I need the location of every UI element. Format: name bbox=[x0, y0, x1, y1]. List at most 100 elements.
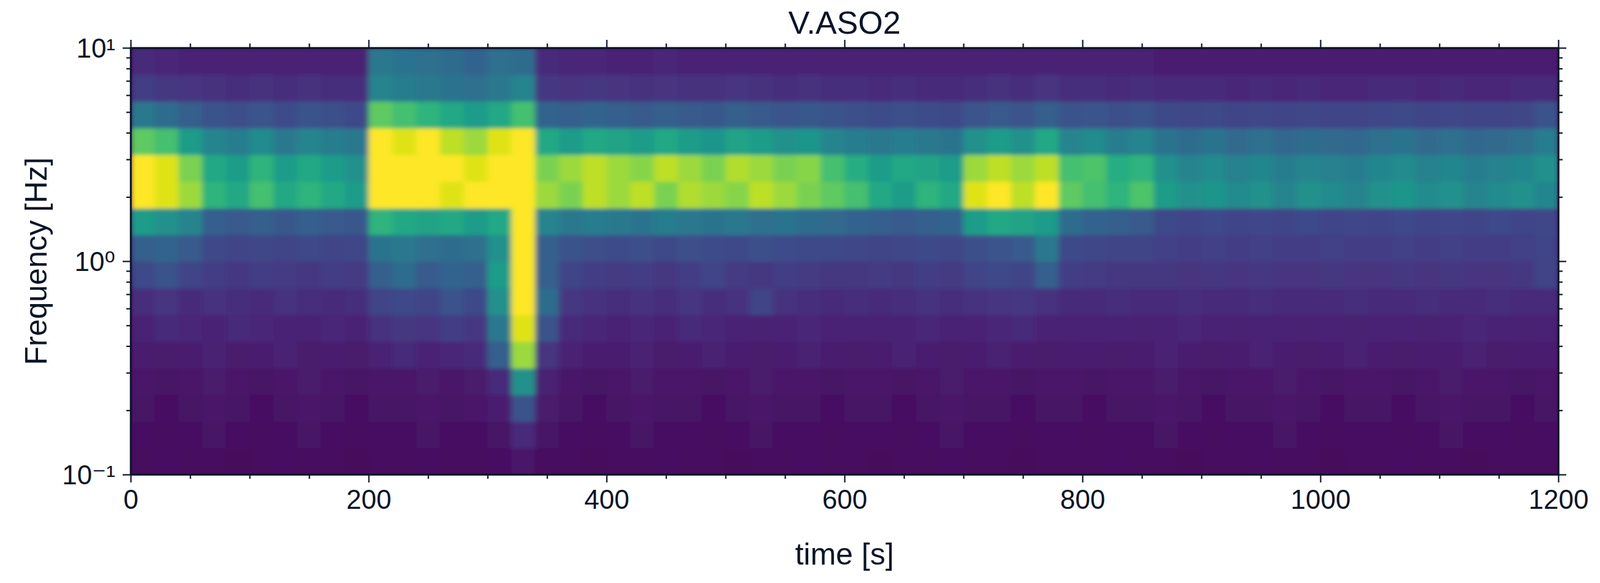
tick bbox=[1260, 43, 1262, 48]
cell bbox=[844, 314, 869, 342]
cell bbox=[1534, 180, 1559, 208]
cell bbox=[844, 421, 869, 449]
cell bbox=[773, 261, 798, 289]
cell bbox=[1320, 101, 1345, 129]
cell bbox=[463, 234, 489, 262]
cell bbox=[1249, 101, 1274, 129]
cell bbox=[606, 261, 632, 289]
tick-mark bbox=[665, 43, 667, 48]
cell bbox=[844, 74, 869, 102]
cell bbox=[1368, 74, 1393, 102]
tick-mark bbox=[784, 474, 786, 479]
tick-mark bbox=[308, 43, 310, 48]
cell bbox=[1225, 154, 1250, 182]
cell bbox=[1391, 74, 1417, 102]
cell bbox=[915, 287, 941, 316]
cell bbox=[297, 47, 322, 76]
cell bbox=[1439, 234, 1464, 262]
cell bbox=[820, 261, 846, 289]
cell bbox=[416, 287, 441, 316]
y-axis-title: Frequency [Hz] bbox=[19, 156, 54, 365]
cell bbox=[1510, 154, 1535, 182]
cell bbox=[892, 154, 917, 182]
cell bbox=[1272, 421, 1298, 449]
cell bbox=[535, 261, 560, 289]
cell bbox=[1439, 154, 1464, 182]
cell bbox=[297, 314, 322, 342]
cell bbox=[225, 234, 251, 262]
cell bbox=[320, 340, 346, 369]
cell bbox=[1439, 367, 1464, 396]
cell bbox=[1487, 314, 1512, 342]
tick bbox=[1558, 410, 1563, 411]
cell bbox=[773, 154, 798, 182]
tick-mark bbox=[1558, 196, 1563, 199]
tick bbox=[1558, 39, 1559, 48]
cell bbox=[1344, 394, 1369, 422]
cell bbox=[892, 74, 917, 102]
cell bbox=[820, 314, 846, 342]
cell bbox=[392, 261, 418, 289]
cell bbox=[606, 234, 632, 262]
cell bbox=[820, 207, 846, 236]
tick-mark bbox=[248, 474, 251, 479]
cell bbox=[178, 180, 203, 208]
cell bbox=[701, 47, 727, 76]
tick-label: 200 bbox=[346, 484, 392, 515]
tick-mark bbox=[1558, 474, 1567, 476]
cell bbox=[915, 207, 941, 236]
cell bbox=[1320, 261, 1345, 289]
cell bbox=[487, 287, 513, 316]
cell bbox=[1034, 394, 1060, 422]
cell bbox=[1344, 101, 1369, 129]
tick-mark bbox=[486, 474, 489, 479]
cell bbox=[320, 314, 346, 342]
cell bbox=[273, 47, 299, 76]
cell bbox=[439, 340, 465, 369]
cell bbox=[273, 101, 299, 129]
cell bbox=[1463, 234, 1488, 262]
tick-mark bbox=[126, 57, 131, 59]
cell bbox=[558, 367, 584, 396]
cell bbox=[725, 234, 751, 262]
cell bbox=[1391, 180, 1417, 208]
cell bbox=[1439, 127, 1464, 156]
cell bbox=[844, 154, 869, 182]
cell bbox=[297, 261, 322, 289]
cell bbox=[320, 47, 346, 76]
tick bbox=[1201, 474, 1202, 479]
cell bbox=[677, 127, 703, 156]
cell bbox=[1082, 261, 1107, 289]
cell bbox=[1368, 314, 1393, 342]
cell bbox=[1439, 314, 1464, 342]
cell bbox=[868, 127, 893, 156]
cell bbox=[392, 74, 418, 102]
cell bbox=[844, 287, 869, 316]
cell bbox=[1344, 314, 1369, 342]
cell bbox=[1272, 101, 1298, 129]
cell bbox=[130, 127, 156, 156]
cell bbox=[1034, 234, 1060, 262]
cell bbox=[1082, 447, 1107, 475]
tick bbox=[1558, 325, 1563, 327]
cell bbox=[392, 287, 418, 316]
cell bbox=[416, 47, 441, 76]
cell bbox=[1201, 314, 1226, 342]
x-axis-title: time [s] bbox=[794, 537, 894, 572]
cell bbox=[1153, 421, 1179, 449]
cell bbox=[463, 314, 489, 342]
cell bbox=[939, 314, 965, 342]
cell bbox=[392, 340, 418, 369]
cell bbox=[249, 394, 275, 422]
cell bbox=[178, 101, 203, 129]
cell bbox=[677, 394, 703, 422]
cell bbox=[463, 367, 489, 396]
cell bbox=[439, 47, 465, 76]
cell bbox=[1011, 47, 1036, 76]
tick-mark bbox=[1558, 158, 1563, 161]
cell bbox=[939, 74, 965, 102]
cell bbox=[1177, 340, 1202, 369]
cell bbox=[606, 340, 632, 369]
cell bbox=[1177, 394, 1202, 422]
cell bbox=[463, 394, 489, 422]
